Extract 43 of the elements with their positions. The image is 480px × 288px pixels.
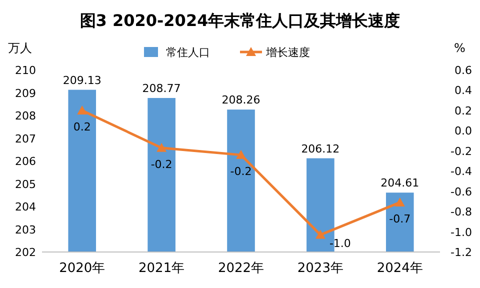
y2-tick-label: -1.0	[450, 226, 472, 239]
y2-tick-label: 0.4	[454, 84, 472, 98]
x-tick-label: 2022年	[218, 261, 264, 276]
y-tick-label: 209	[15, 86, 36, 100]
data-label: 209.13	[62, 74, 102, 87]
y2-tick-label: -1.2	[450, 246, 472, 259]
y2-tick-label: -0.6	[450, 185, 472, 198]
data-label: 208.26	[222, 94, 260, 107]
data-label: 208.77	[142, 82, 181, 95]
y2-tick-label: 0.0	[454, 124, 472, 138]
x-tick-label: 2024年	[376, 261, 423, 276]
data-label: 0.2	[73, 120, 91, 134]
data-label: -0.7	[389, 212, 411, 226]
legend-label: 增长速度	[265, 46, 310, 59]
legend-label: 常住人口	[166, 46, 210, 59]
data-label: 206.12	[301, 142, 340, 156]
point	[77, 105, 88, 114]
y2-tick-label: -0.8	[450, 206, 472, 219]
x-tick-label: 2021年	[138, 261, 185, 276]
data-label: -0.2	[230, 164, 252, 178]
y-tick-label: 208	[15, 110, 36, 122]
chart-title: 图3 2020-2024年末常住人口及其增长速度	[80, 11, 400, 30]
data-label: -0.2	[150, 158, 172, 171]
point	[156, 142, 167, 152]
y2-tick-label: 0.2	[454, 104, 472, 118]
data-label: 204.61	[380, 176, 420, 190]
y-tick-label: 202	[15, 246, 36, 259]
y2-tick-label: -0.4	[450, 165, 472, 178]
x-tick-label: 2020年	[59, 261, 106, 276]
point	[315, 230, 326, 239]
y2-axis-title: %	[454, 41, 466, 55]
y-tick-label: 205	[15, 178, 36, 191]
y-tick-label: 206	[15, 155, 36, 168]
point	[394, 197, 405, 206]
y-tick-label: 204	[15, 200, 36, 214]
y-tick-label: 210	[15, 64, 36, 77]
y2-tick-label: -0.2	[450, 144, 472, 158]
y-tick-label: 207	[15, 132, 36, 146]
y-axis-title: 万人	[8, 41, 32, 55]
y-tick-label: 203	[15, 223, 36, 236]
point	[236, 150, 246, 159]
y2-tick-label: 0.6	[454, 64, 472, 77]
x-tick-label: 2023年	[297, 261, 344, 276]
